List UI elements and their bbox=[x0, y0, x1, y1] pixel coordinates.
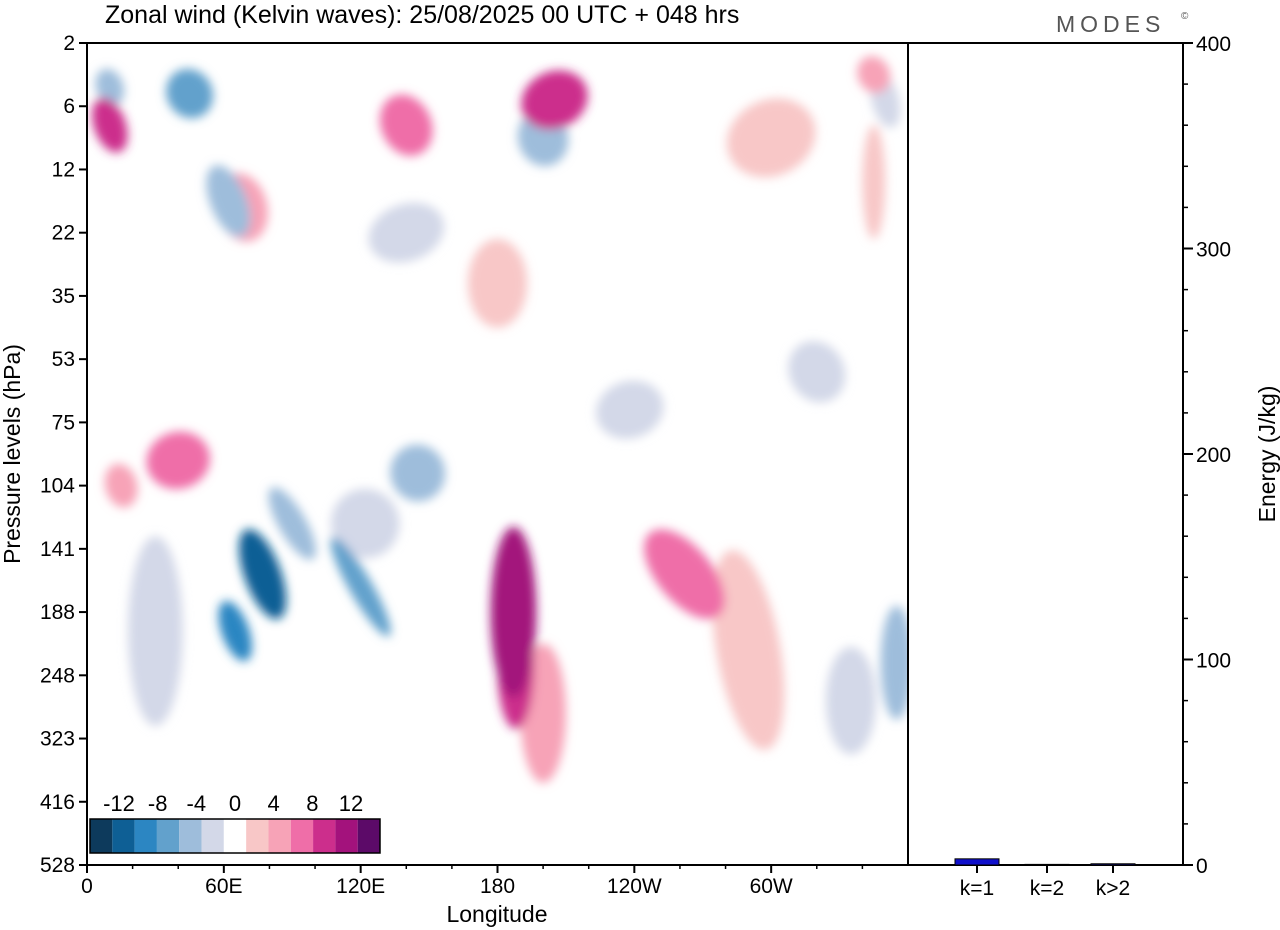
wind-blob bbox=[218, 600, 253, 662]
wind-blob bbox=[862, 125, 886, 240]
y-tick-label: 12 bbox=[52, 158, 75, 181]
wind-blob bbox=[268, 487, 316, 560]
wind-blob bbox=[726, 98, 816, 178]
x-tick-label: 0 bbox=[81, 875, 93, 898]
colorbar-label: -4 bbox=[187, 791, 207, 816]
modes-logo: MODES bbox=[1056, 11, 1165, 37]
colorbar-swatch bbox=[268, 819, 291, 853]
energy-category-label: k=1 bbox=[960, 877, 994, 900]
y-tick-label: 104 bbox=[40, 475, 75, 498]
y-tick-label: 75 bbox=[52, 411, 75, 434]
logo-copyright-mark: © bbox=[1181, 11, 1189, 22]
y-tick-label: 22 bbox=[52, 222, 75, 245]
energy-tick-label: 200 bbox=[1196, 444, 1231, 467]
colorbar-swatch bbox=[156, 819, 180, 853]
wind-blob bbox=[128, 536, 183, 726]
energy-bars: k=1 k=2 k>2 bbox=[954, 858, 1136, 900]
wind-blob bbox=[379, 94, 433, 156]
y-tick-label: 141 bbox=[40, 538, 75, 561]
wind-blob bbox=[206, 165, 251, 237]
y-tick-label: 6 bbox=[63, 95, 75, 118]
colorbar-label: -12 bbox=[103, 791, 135, 816]
y-tick-label: 528 bbox=[40, 854, 75, 877]
wind-blob bbox=[712, 550, 785, 750]
wind-blob bbox=[91, 97, 128, 153]
energy-tick-label: 400 bbox=[1196, 33, 1231, 56]
y-tick-label: 35 bbox=[52, 285, 75, 308]
y-axis-ticks: 2 6 12 22 35 53 75 104 141 188 248 323 416 528 bbox=[40, 32, 87, 877]
energy-tick-label: 300 bbox=[1196, 239, 1231, 262]
wind-blob bbox=[825, 646, 877, 755]
energy-category-label: k=2 bbox=[1030, 877, 1064, 900]
colorbar-swatch bbox=[313, 819, 336, 853]
y-tick-label: 248 bbox=[40, 664, 75, 687]
energy-bar-chart: 0 100 200 300 400 k=1 k=2 k>2 Energy (J/kg) bbox=[907, 33, 1280, 900]
wind-blob bbox=[239, 529, 287, 620]
wind-blob bbox=[390, 444, 446, 502]
colorbar-frame bbox=[89, 818, 381, 854]
y-axis-label: Pressure levels (hPa) bbox=[0, 344, 25, 564]
colorbar-swatch bbox=[335, 819, 358, 853]
x-tick-label: 60W bbox=[750, 875, 793, 898]
wind-anomaly-blobs bbox=[91, 56, 908, 783]
x-tick-label: 120E bbox=[336, 875, 385, 898]
wind-blob bbox=[857, 56, 891, 94]
colorbar-label: 8 bbox=[306, 791, 318, 816]
wind-blob bbox=[880, 605, 908, 720]
wind-blob bbox=[521, 70, 588, 130]
y-tick-label: 2 bbox=[63, 32, 75, 55]
colorbar-swatch bbox=[223, 819, 247, 853]
x-axis-label: Longitude bbox=[446, 901, 547, 927]
wind-blob bbox=[467, 239, 528, 328]
colorbar-swatch bbox=[90, 819, 113, 853]
colorbar-label: 0 bbox=[229, 791, 241, 816]
colorbar-swatch bbox=[179, 819, 202, 853]
zonal-wind-field bbox=[87, 43, 908, 865]
energy-bar bbox=[1090, 863, 1136, 866]
colorbar-label: 12 bbox=[339, 791, 363, 816]
x-tick-label: 60E bbox=[205, 875, 242, 898]
wind-blob bbox=[166, 68, 214, 119]
wind-blob bbox=[330, 537, 391, 637]
wind-blob bbox=[788, 341, 846, 403]
colorbar-swatch bbox=[357, 819, 380, 853]
wind-blob bbox=[490, 526, 537, 698]
colorbar: -12 -8 -4 0 4 8 12 bbox=[89, 791, 381, 854]
energy-axis-label: Energy (J/kg) bbox=[1254, 386, 1280, 523]
wind-blob bbox=[95, 68, 125, 106]
colorbar-label: 4 bbox=[268, 791, 280, 816]
colorbar-swatch bbox=[134, 819, 157, 853]
wind-blob bbox=[596, 380, 664, 439]
colorbar-swatch bbox=[290, 819, 314, 853]
x-tick-label: 120W bbox=[607, 875, 662, 898]
colorbar-swatch bbox=[201, 819, 224, 853]
energy-tick-label: 100 bbox=[1196, 650, 1231, 673]
chart-title: Zonal wind (Kelvin waves): 25/08/2025 00… bbox=[105, 1, 739, 29]
x-axis-ticks: 0 60E 120E 180 120W 60W bbox=[81, 865, 864, 898]
energy-category-label: k>2 bbox=[1096, 877, 1130, 900]
y-tick-label: 416 bbox=[40, 791, 75, 814]
y-tick-label: 323 bbox=[40, 728, 75, 751]
energy-tick-label: 0 bbox=[1196, 855, 1208, 878]
y-tick-label: 53 bbox=[52, 348, 75, 371]
wind-blob bbox=[146, 431, 210, 490]
wind-blob bbox=[644, 529, 725, 619]
energy-bar bbox=[954, 858, 1000, 866]
colorbar-swatch bbox=[246, 819, 269, 853]
colorbar-swatch bbox=[112, 819, 135, 853]
wind-blob bbox=[330, 488, 400, 559]
x-tick-label: 180 bbox=[480, 875, 515, 898]
y-tick-label: 188 bbox=[40, 601, 75, 624]
energy-y-ticks: 0 100 200 300 400 bbox=[1183, 33, 1231, 878]
colorbar-label: -8 bbox=[148, 791, 168, 816]
wind-blob bbox=[104, 463, 138, 508]
energy-plot-frame bbox=[907, 42, 1184, 866]
wind-blob bbox=[368, 202, 444, 263]
